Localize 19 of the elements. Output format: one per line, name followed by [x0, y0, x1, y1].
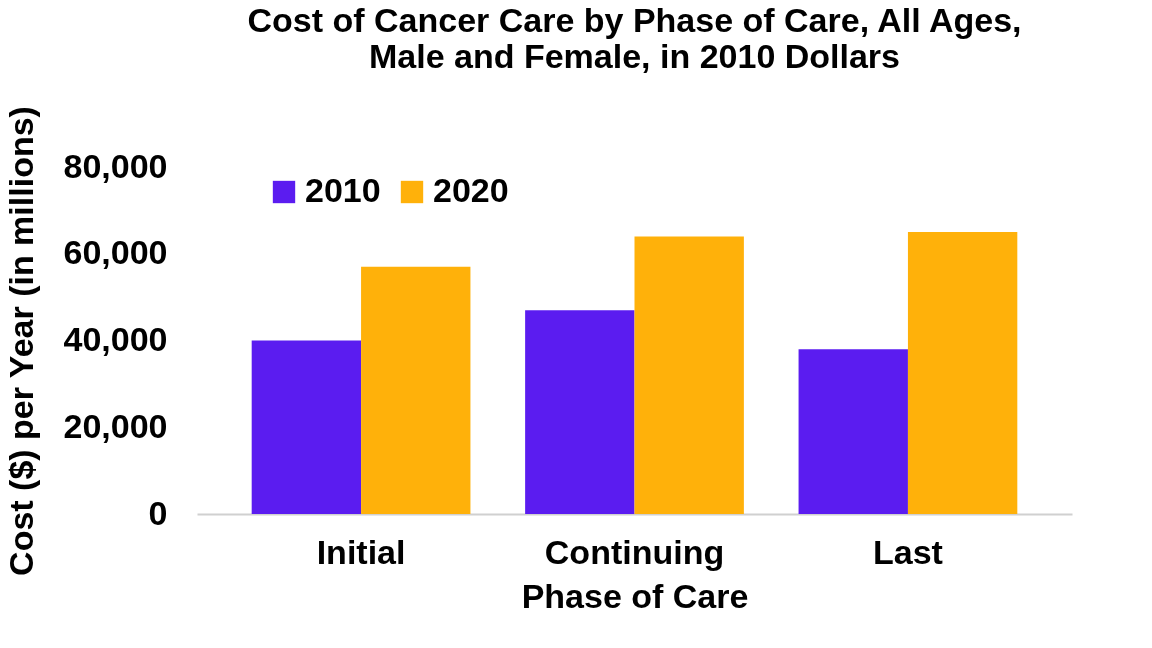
bar: [798, 349, 908, 514]
text: Cost of Cancer Care by Phase of Care, All Ages,: [247, 1, 1022, 40]
x-tick-label: Continuing: [544, 532, 725, 571]
y-axis-title: Cost ($) per Year (in millions): [1, 106, 40, 576]
y-tick-label: 0: [148, 493, 168, 532]
legend-label: 2020: [433, 171, 509, 209]
bar: [634, 236, 744, 514]
bar: [907, 232, 1018, 514]
x-tick-label: Last: [872, 532, 943, 571]
y-tick-label: 20,000: [63, 406, 168, 445]
legend-label: 2010: [305, 171, 381, 209]
bar: [361, 266, 471, 514]
x-axis-title: Phase of Care: [521, 576, 749, 615]
bar: [251, 340, 362, 514]
bar: [525, 310, 635, 514]
y-tick-label: 40,000: [63, 320, 168, 358]
x-tick-label: Initial: [316, 532, 406, 571]
y-tick-label: 60,000: [63, 233, 168, 272]
y-tick-label: 80,000: [63, 146, 168, 185]
